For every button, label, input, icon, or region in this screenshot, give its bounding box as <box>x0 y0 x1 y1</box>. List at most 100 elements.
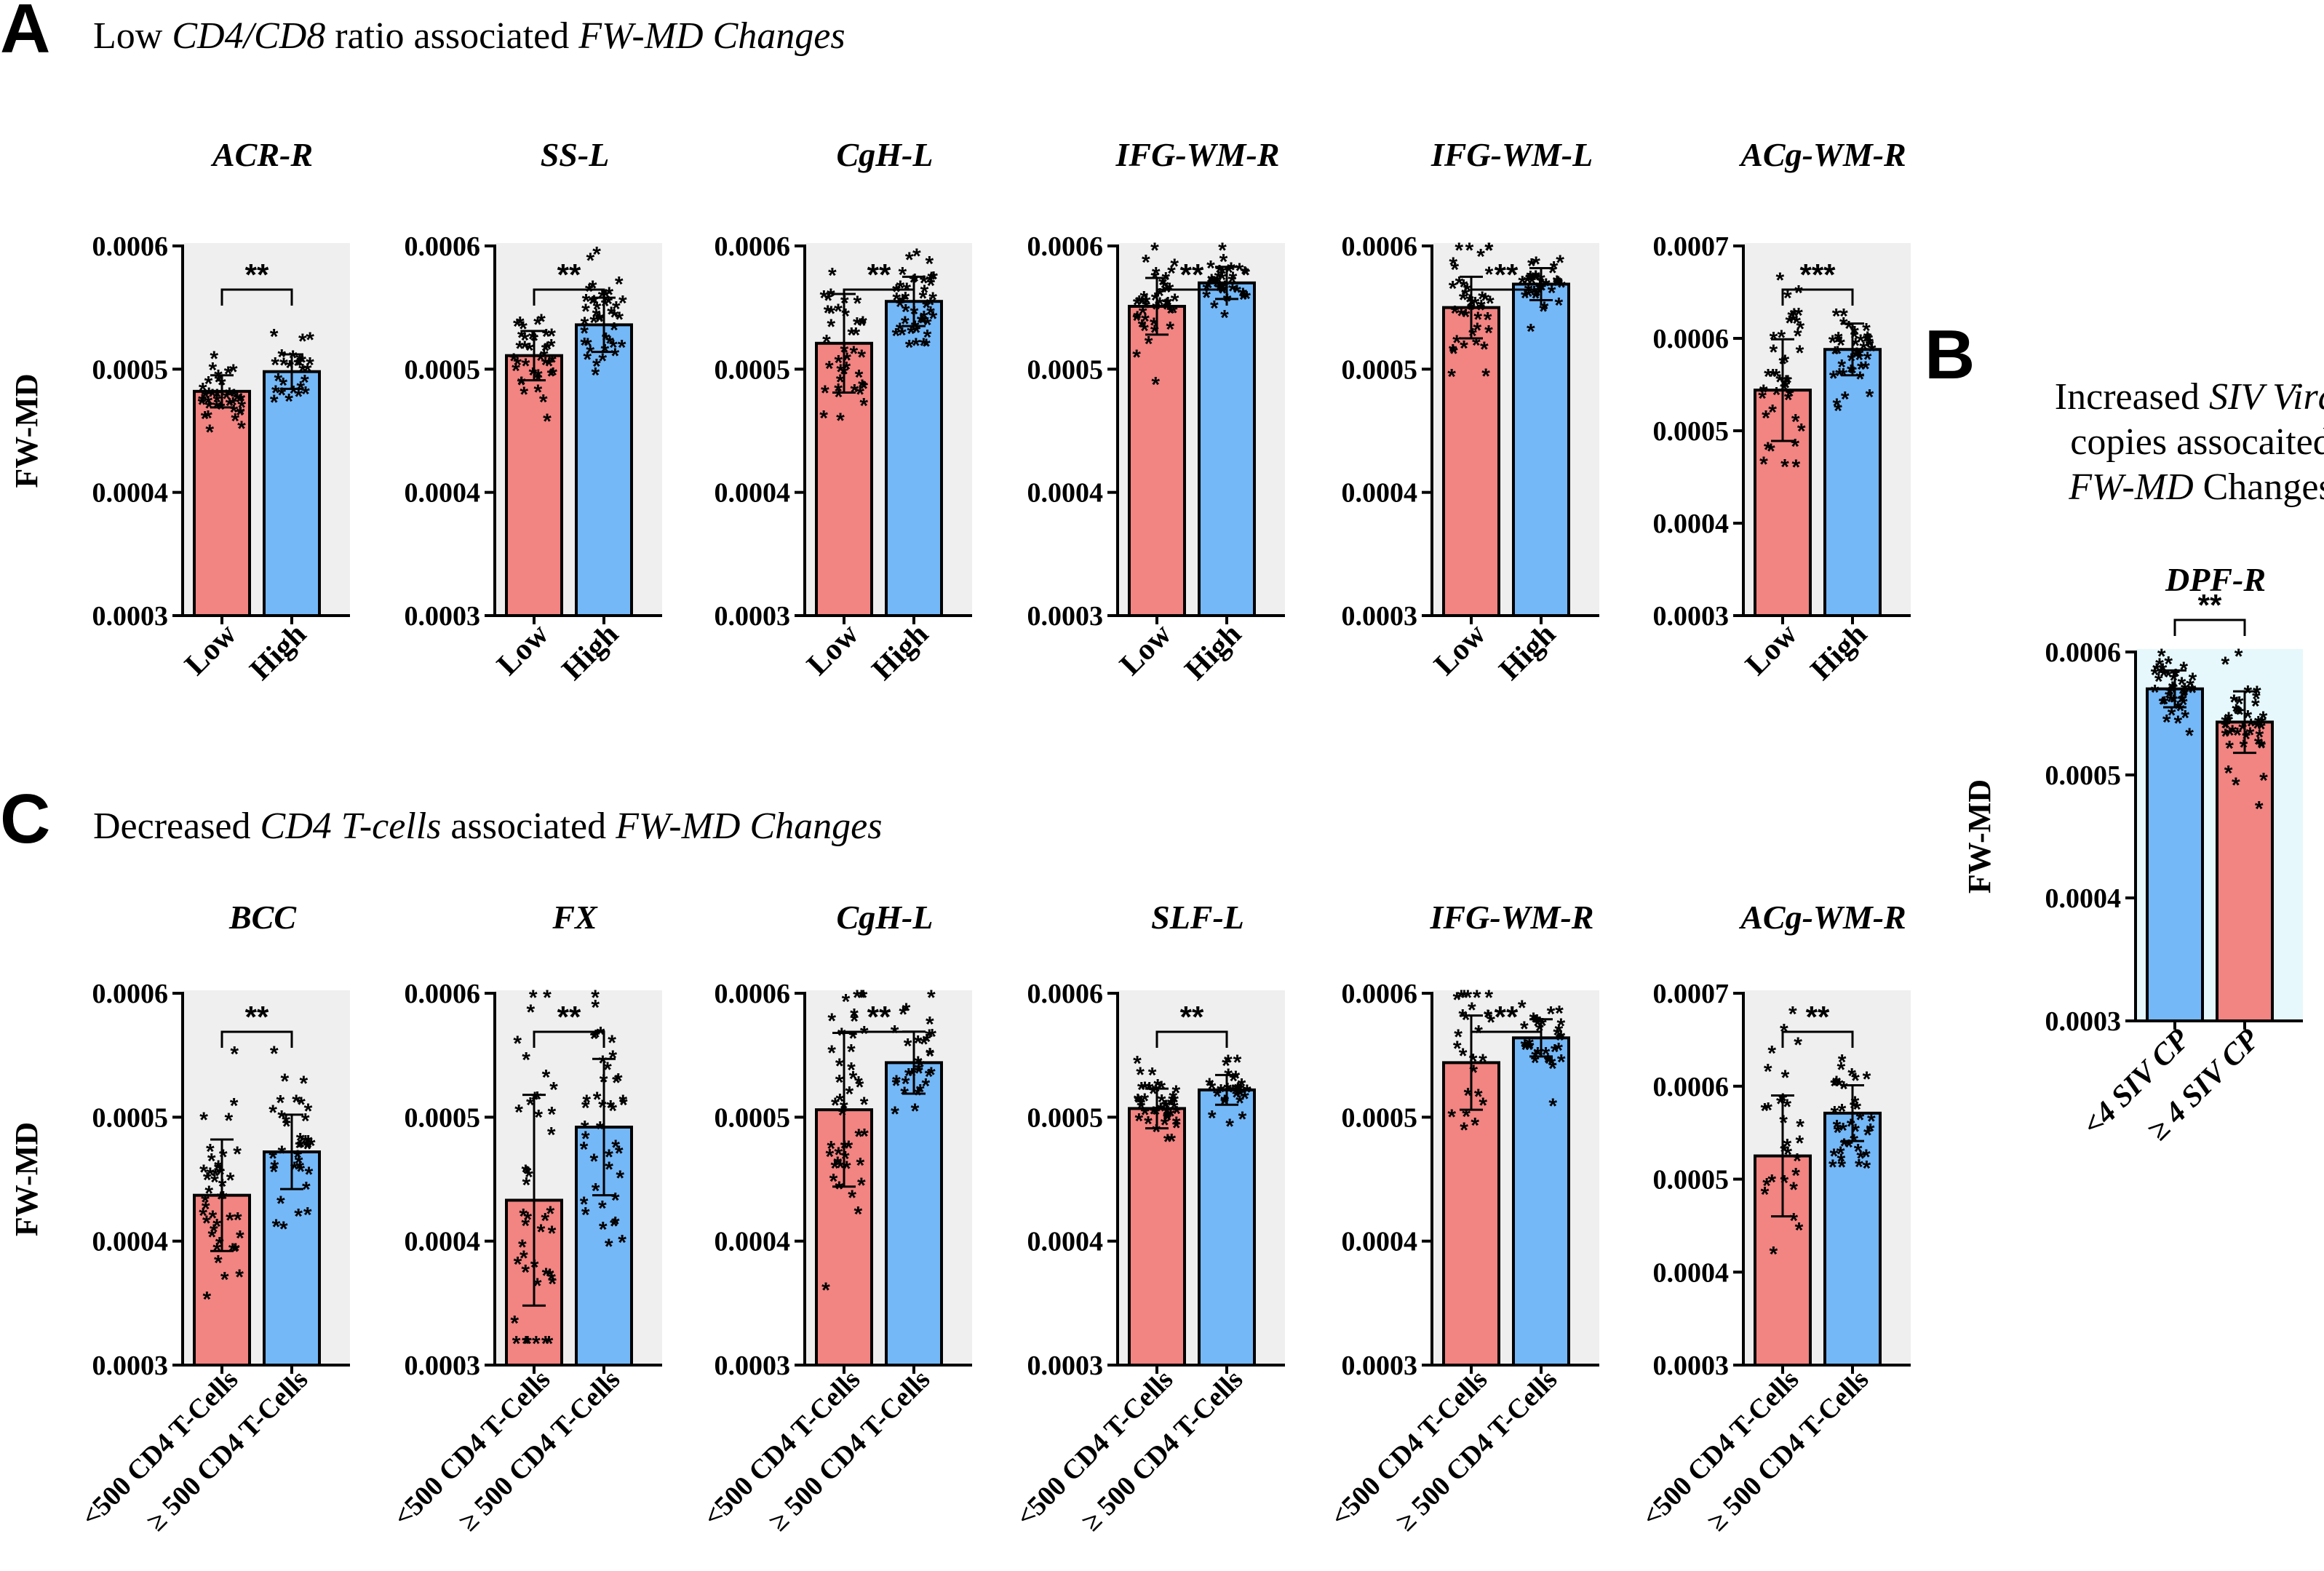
data-point: * <box>590 291 599 315</box>
data-point: * <box>1769 1242 1778 1266</box>
data-point: * <box>214 1156 223 1180</box>
data-point: * <box>819 287 828 311</box>
data-point: * <box>1769 341 1778 365</box>
data-point: * <box>847 1040 856 1064</box>
data-point: * <box>1791 410 1800 434</box>
data-point: * <box>859 394 868 418</box>
data-point: * <box>303 1137 312 1161</box>
data-point: * <box>1133 1052 1142 1076</box>
data-point: * <box>2257 717 2266 741</box>
data-point: * <box>513 1032 522 1056</box>
y-axis-title: FW-MD <box>9 1122 44 1236</box>
data-point: * <box>892 1074 901 1098</box>
data-point: * <box>1557 1027 1566 1051</box>
data-point: * <box>1479 1094 1487 1118</box>
data-point: * <box>592 243 601 267</box>
data-point: * <box>513 354 522 378</box>
data-point: * <box>1235 1091 1244 1115</box>
data-point: * <box>545 354 554 378</box>
data-point: * <box>1865 333 1874 357</box>
data-point: * <box>534 381 543 405</box>
x-category-label: Low <box>1113 617 1178 682</box>
data-point: * <box>1153 1075 1162 1099</box>
significance-label: ** <box>245 258 269 292</box>
data-point: * <box>234 1208 242 1232</box>
data-point: * <box>1484 1006 1493 1030</box>
data-point: * <box>1233 1079 1242 1103</box>
data-point: * <box>596 1118 605 1142</box>
data-point: * <box>610 344 619 368</box>
data-point: * <box>606 1096 615 1120</box>
data-point: * <box>270 391 279 415</box>
data-point: * <box>541 354 550 378</box>
data-point: * <box>2155 654 2164 678</box>
data-point: * <box>1532 1011 1541 1035</box>
data-point: * <box>521 328 530 352</box>
data-point: * <box>1241 263 1250 287</box>
data-point: * <box>1224 1051 1233 1075</box>
data-point: * <box>233 1142 242 1166</box>
data-point: * <box>1141 310 1150 334</box>
bar-0 <box>1442 306 1500 617</box>
data-point: * <box>1836 1058 1845 1082</box>
data-point: * <box>226 394 234 418</box>
data-point: * <box>920 1033 928 1057</box>
data-point: * <box>1767 440 1775 464</box>
data-point: * <box>203 1288 212 1312</box>
data-point: * <box>1792 311 1801 335</box>
data-point: * <box>549 364 557 388</box>
data-point: * <box>2188 680 2197 704</box>
data-point: * <box>2154 670 2163 694</box>
data-point: * <box>1449 342 1458 366</box>
data-point: * <box>582 290 591 314</box>
data-point: * <box>1473 308 1482 332</box>
data-point: * <box>905 248 914 272</box>
data-point: * <box>2157 662 2165 686</box>
data-point: * <box>519 1205 528 1229</box>
data-point: * <box>835 1054 844 1078</box>
data-point: * <box>1472 334 1481 358</box>
data-point: * <box>922 335 931 359</box>
data-point: * <box>1531 1011 1540 1035</box>
data-point: * <box>1772 383 1781 407</box>
data-point: * <box>1156 1099 1165 1123</box>
data-point: * <box>1520 1017 1529 1041</box>
data-point: * <box>210 1170 219 1194</box>
data-point: * <box>1548 1094 1557 1118</box>
data-point: * <box>859 986 868 1010</box>
data-point: * <box>1839 304 1848 328</box>
data-point: * <box>1523 271 1532 295</box>
data-point: * <box>526 1094 535 1118</box>
data-point: * <box>1158 1090 1166 1114</box>
y-tick-label: 0.0003 <box>1342 1351 1418 1381</box>
data-point: * <box>896 295 904 319</box>
data-point: * <box>1780 1172 1788 1196</box>
significance-bracket <box>220 288 293 306</box>
data-point: * <box>297 1093 306 1117</box>
data-point: * <box>302 1177 311 1201</box>
data-point: * <box>2159 659 2168 683</box>
data-point: * <box>212 1215 221 1239</box>
significance-bracket <box>1781 288 1854 306</box>
data-point: * <box>1449 277 1457 301</box>
data-point: * <box>1229 1081 1238 1105</box>
data-point: * <box>1459 288 1468 312</box>
data-point: * <box>860 1093 869 1117</box>
data-point: * <box>2160 693 2169 717</box>
data-point: * <box>1831 342 1839 366</box>
y-tick-label: 0.0006 <box>1027 231 1104 262</box>
data-point: * <box>210 1220 218 1244</box>
significance-label: ** <box>1180 258 1204 292</box>
data-point: * <box>592 304 601 328</box>
data-point: * <box>926 1012 934 1036</box>
data-point: * <box>1542 274 1551 298</box>
data-point: * <box>295 1152 303 1176</box>
data-point: * <box>298 351 306 375</box>
data-point: * <box>228 393 237 417</box>
data-point: * <box>1238 1075 1246 1099</box>
data-point: * <box>284 389 293 413</box>
data-point: * <box>222 387 231 411</box>
data-point: * <box>2221 653 2230 677</box>
chart-title: SLF-L <box>1151 899 1244 936</box>
